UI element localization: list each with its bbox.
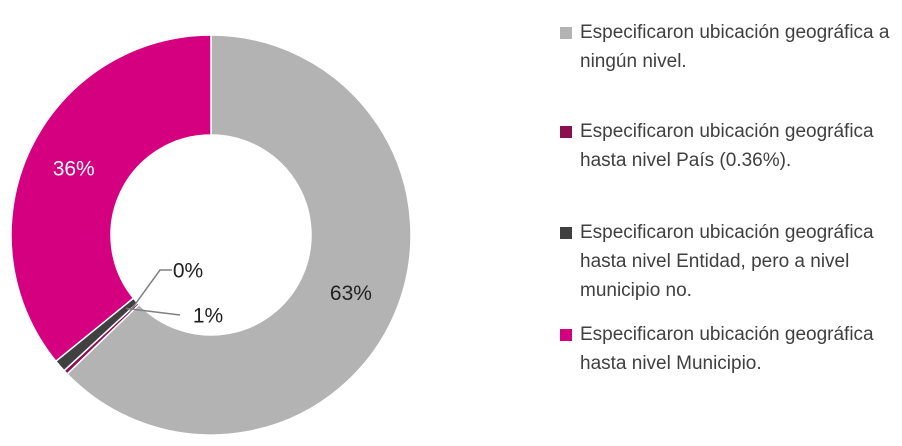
data-label: 0%: [173, 260, 203, 283]
donut-plot: 63% 0% 1% 36%: [10, 34, 412, 436]
donut-segment: [10, 34, 212, 363]
legend-label: Especificaron ubicación geográfica a nin…: [580, 22, 890, 72]
legend-swatch: [560, 227, 572, 239]
legend-label: Especificaron ubicación geográfica hasta…: [580, 121, 874, 171]
legend-label: Especificaron ubicación geográfica hasta…: [580, 222, 874, 301]
donut-segment: [66, 34, 412, 436]
legend-item: Especificaron ubicación geográfica hasta…: [560, 218, 895, 305]
legend-item: Especificaron ubicación geográfica hasta…: [560, 320, 895, 378]
legend-item: Especificaron ubicación geográfica a nin…: [560, 18, 895, 76]
data-label: 63%: [330, 282, 372, 305]
legend-item: Especificaron ubicación geográfica hasta…: [560, 117, 895, 175]
legend-swatch: [560, 126, 572, 138]
legend-swatch: [560, 27, 572, 39]
leader-line: [126, 307, 181, 316]
data-label: 36%: [53, 157, 95, 180]
legend-swatch: [560, 329, 572, 341]
data-label: 1%: [193, 305, 223, 328]
legend-label: Especificaron ubicación geográfica hasta…: [580, 324, 874, 374]
leader-line: [128, 269, 172, 313]
